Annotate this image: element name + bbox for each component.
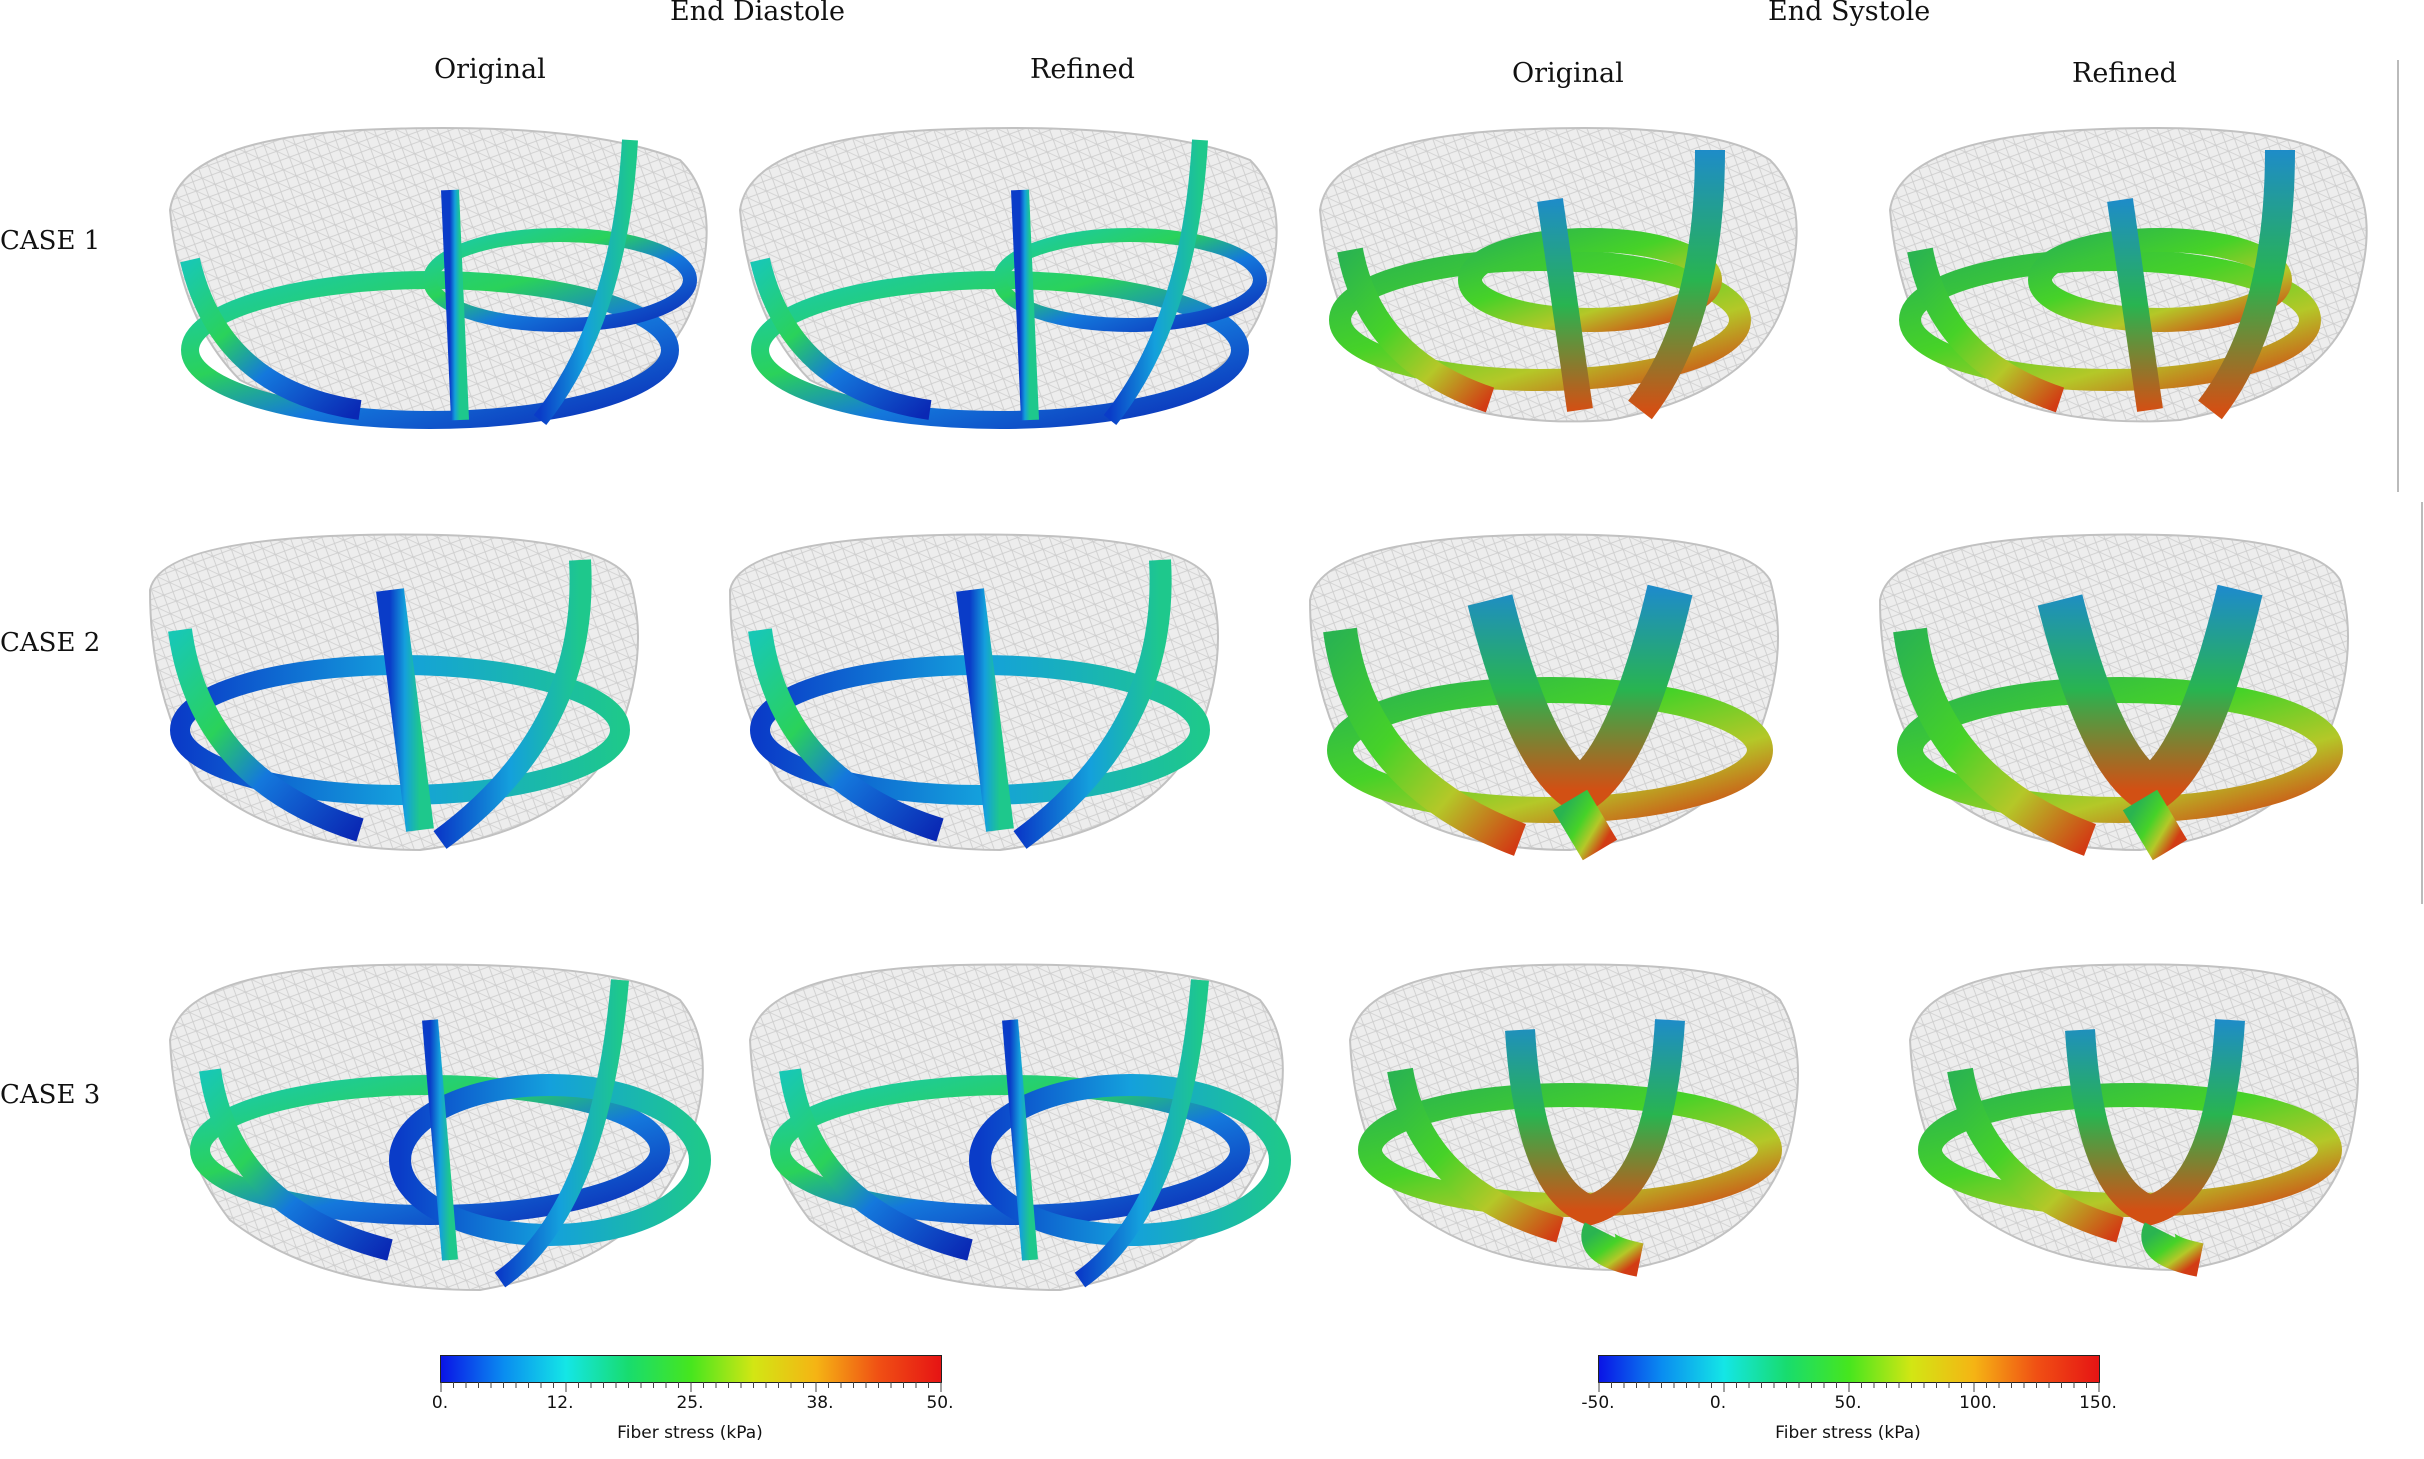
panel-case1-diastole-refined (738, 127, 1278, 429)
colorbar-diastole-tick-1: 12. (546, 1393, 574, 1413)
colorbar-systole-tick-0: -50. (1581, 1393, 1615, 1413)
row-label-case-3: CASE 3 (0, 1080, 101, 1110)
panel-case1-systole-refined (1888, 127, 2368, 423)
heart-panel-grid (148, 127, 2368, 1292)
column-header-diastole-refined: Refined (1030, 54, 1135, 85)
panel-case3-diastole-original (168, 963, 711, 1292)
phase-title-end-systole: End Systole (1768, 0, 1931, 27)
colorbar-systole-gradient (1598, 1355, 2100, 1383)
panel-case2-diastole-original (148, 533, 639, 852)
separator-line-middle (2421, 502, 2423, 904)
colorbar-systole: -50. 0. 50. 100. 150. Fiber stress (kPa) (1581, 1355, 2117, 1455)
panel-case3-systole-original (1348, 963, 1799, 1277)
colorbar-systole-tick-2: 50. (1834, 1393, 1862, 1413)
phase-title-end-diastole: End Diastole (670, 0, 845, 27)
colorbar-systole-tick-3: 100. (1959, 1393, 1997, 1413)
panel-case3-systole-refined (1908, 963, 2359, 1277)
colorbar-systole-tick-1: 0. (1709, 1393, 1727, 1413)
colorbar-diastole-tick-4: 50. (926, 1393, 954, 1413)
colorbar-diastole-tick-0: 0. (431, 1393, 449, 1413)
colorbar-systole-title: Fiber stress (kPa) (1775, 1423, 1921, 1443)
column-header-systole-original: Original (1512, 58, 1624, 89)
column-header-systole-refined: Refined (2072, 58, 2177, 89)
colorbar-diastole-tick-3: 38. (806, 1393, 834, 1413)
panel-case1-systole-original (1318, 127, 1798, 423)
colorbar-diastole-tick-2: 25. (676, 1393, 704, 1413)
panel-case2-systole-refined (1878, 533, 2349, 861)
colorbar-diastole-gradient (440, 1355, 942, 1383)
panel-case1-diastole-original (168, 127, 708, 429)
separator-line-top (2397, 60, 2399, 492)
colorbar-diastole-ticks (440, 1382, 942, 1392)
row-label-case-1: CASE 1 (0, 226, 101, 256)
panel-case2-systole-original (1308, 533, 1779, 861)
colorbar-systole-ticks (1598, 1382, 2100, 1392)
panel-case3-diastole-refined (748, 963, 1291, 1292)
column-header-diastole-original: Original (434, 54, 546, 85)
row-label-case-2: CASE 2 (0, 628, 101, 658)
colorbar-systole-tick-4: 150. (2079, 1393, 2117, 1413)
colorbar-diastole-title: Fiber stress (kPa) (617, 1423, 763, 1443)
panel-case2-diastole-refined (728, 533, 1219, 852)
colorbar-diastole: 0. 12. 25. 38. 50. Fiber stress (kPa) (432, 1355, 954, 1455)
